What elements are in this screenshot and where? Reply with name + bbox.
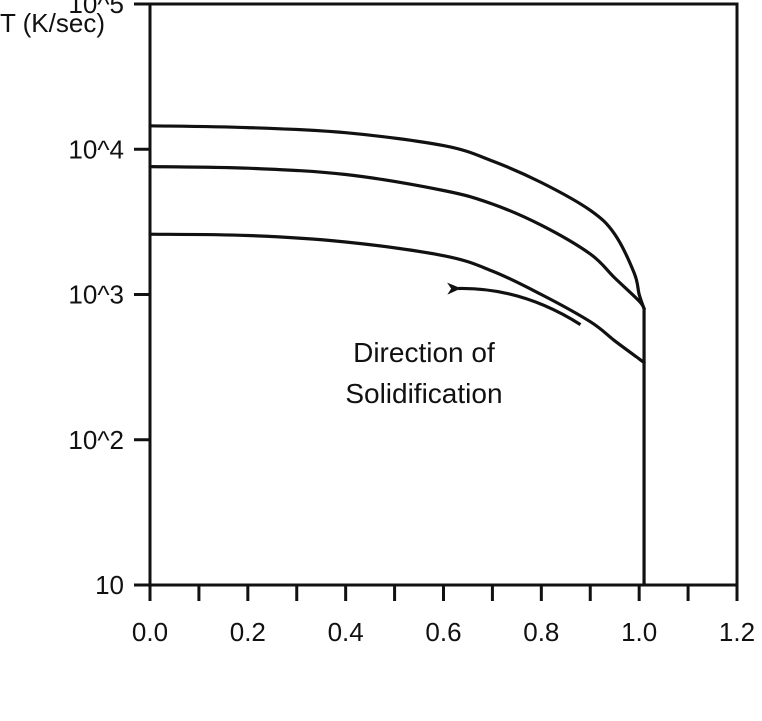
annotation-line: Solidification <box>345 378 502 409</box>
y-tick-label: 10^5 <box>68 0 124 19</box>
annotation-line: Direction of <box>353 337 495 368</box>
series-layer <box>148 124 646 585</box>
y-tick-label: 10^4 <box>68 134 124 164</box>
series-line-1 <box>148 124 646 311</box>
x-axis: 0.0 0.2 0.4 0.6 0.8 1.0 1.2 <box>132 585 755 647</box>
x-tick-label: 0.0 <box>132 617 168 647</box>
x-tick-label: 0.4 <box>328 617 364 647</box>
y-axis: 10 10^2 10^3 10^4 10^5 <box>68 0 150 600</box>
plot-frame <box>148 2 739 587</box>
series-line-3 <box>148 232 646 365</box>
x-tick-label: 1.2 <box>719 617 755 647</box>
y-tick-label: 10^3 <box>68 280 124 310</box>
series-line-2 <box>148 165 646 311</box>
plot-border <box>148 2 739 587</box>
x-tick-label: 0.8 <box>523 617 559 647</box>
x-tick-label: 0.6 <box>425 617 461 647</box>
annotation-layer: Direction of Solidification <box>345 282 582 409</box>
y-axis-title: T (K/sec) <box>0 8 105 38</box>
direction-arrow <box>447 282 582 327</box>
y-tick-label: 10^2 <box>68 425 124 455</box>
y-tick-label: 10 <box>95 570 124 600</box>
x-tick-label: 0.2 <box>230 617 266 647</box>
x-tick-label: 1.0 <box>621 617 657 647</box>
